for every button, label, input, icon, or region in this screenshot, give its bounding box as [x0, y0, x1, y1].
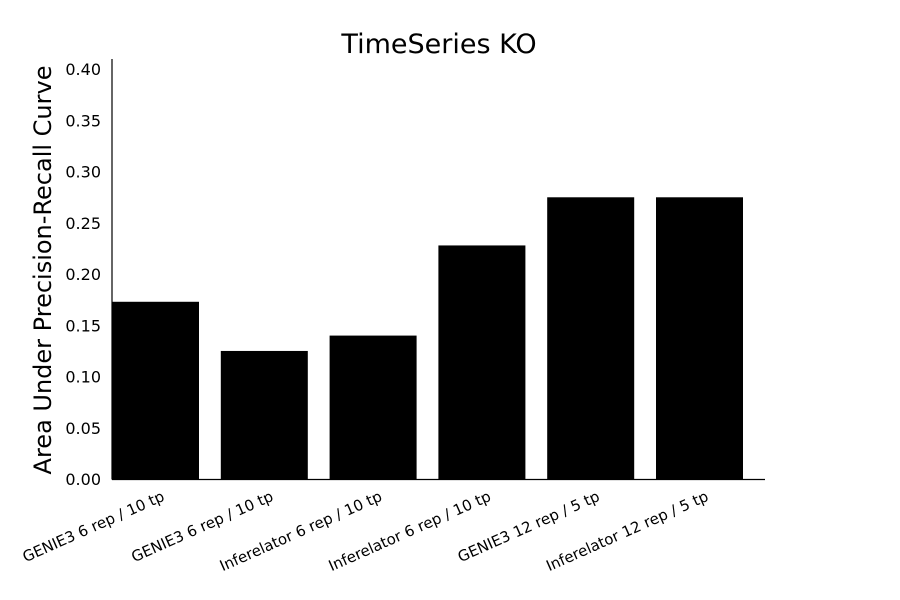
bars-group — [112, 197, 743, 480]
y-tick-label: 0.25 — [65, 214, 101, 233]
y-ticks-group: 0.00 0.05 0.10 0.15 0.20 0.25 0.30 0.35 0.40 — [65, 60, 101, 489]
bar — [329, 335, 417, 479]
bar — [112, 301, 199, 479]
bar — [220, 350, 308, 479]
y-tick-label: 0.35 — [65, 111, 101, 130]
y-tick-label: 0.40 — [65, 60, 101, 79]
bar — [547, 197, 635, 480]
y-tick-label: 0.00 — [65, 470, 101, 489]
y-tick-label: 0.20 — [65, 265, 101, 284]
bar — [656, 197, 743, 480]
bar — [438, 245, 526, 479]
y-tick-label: 0.10 — [65, 368, 101, 387]
y-tick-label: 0.30 — [65, 163, 101, 182]
chart-title: TimeSeries KO — [340, 29, 536, 60]
y-axis-label: Area Under Precision-Recall Curve — [29, 66, 57, 475]
y-tick-label: 0.15 — [65, 316, 101, 335]
y-tick-label: 0.05 — [65, 419, 101, 438]
